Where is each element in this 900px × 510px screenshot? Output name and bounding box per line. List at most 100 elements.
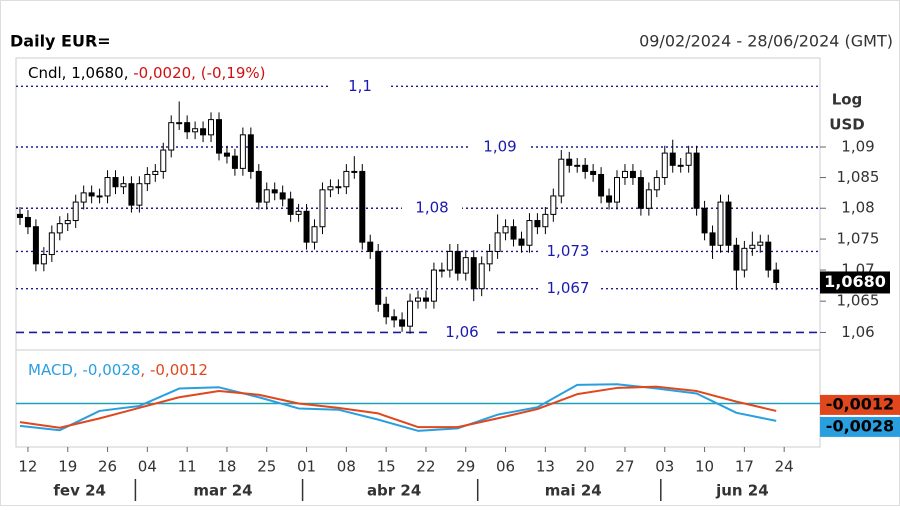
candle-body <box>343 170 350 188</box>
level-label: 1,073 <box>547 242 590 260</box>
x-tick-label: 11 <box>178 458 197 476</box>
candle-body <box>661 152 668 179</box>
candle-body <box>637 177 644 209</box>
candle-body <box>231 155 238 169</box>
candle-body <box>773 269 780 283</box>
value-box <box>820 394 900 415</box>
candle-body <box>717 201 724 246</box>
candle-body <box>255 170 262 203</box>
candle-body <box>518 238 525 246</box>
candle-body <box>287 198 294 215</box>
candle-body <box>566 158 573 166</box>
candle-body <box>247 134 254 172</box>
candle-body <box>733 244 740 271</box>
candle-body <box>454 250 461 274</box>
level-label: 1,08 <box>415 199 448 217</box>
level-label: 1,1 <box>348 77 372 95</box>
candle-body <box>40 254 47 265</box>
signal-value: -0,0012 <box>150 361 208 379</box>
y-tick-label: 1,065 <box>837 292 880 310</box>
candle-body <box>184 122 191 133</box>
candle-body <box>367 241 374 252</box>
month-label: abr 24 <box>367 482 421 500</box>
month-label: fev 24 <box>53 482 106 500</box>
candle-body <box>621 170 628 179</box>
candle-body <box>24 216 31 228</box>
level-label-bg <box>538 242 598 261</box>
candle-body <box>327 186 334 191</box>
candle-body <box>438 269 445 272</box>
candle-body <box>128 183 135 206</box>
x-tick-label: 08 <box>337 458 356 476</box>
candle-body <box>200 128 207 136</box>
candle-body <box>144 173 151 185</box>
candle-body <box>391 316 398 321</box>
candle-body <box>359 170 366 243</box>
last-price-box <box>820 271 890 294</box>
candle-body <box>462 257 469 274</box>
month-label: mar 24 <box>193 482 252 500</box>
candle-body <box>64 220 71 225</box>
candle-body <box>486 250 493 265</box>
level-label-bg <box>330 77 390 96</box>
candle-body <box>32 226 39 265</box>
legend-change: -0,0020 <box>133 64 191 82</box>
macd-line <box>19 385 777 429</box>
legend-name: Cndl <box>28 64 62 82</box>
candle-body <box>303 210 310 243</box>
candle-body <box>279 192 286 200</box>
x-tick-label: 29 <box>456 458 475 476</box>
candle-body <box>502 226 509 234</box>
candle-body <box>741 247 748 271</box>
macd-value: -0,0028 <box>83 361 141 379</box>
y-tick-label: 1,085 <box>837 168 880 186</box>
month-label: jun 24 <box>715 482 769 500</box>
level-label-bg <box>432 323 492 342</box>
candle-body <box>629 170 636 179</box>
candle-body <box>590 170 597 175</box>
candle-body <box>223 152 230 157</box>
candle-body <box>534 220 541 228</box>
candle-body <box>56 223 63 234</box>
candle-body <box>757 241 764 246</box>
candle-body <box>645 189 652 209</box>
candle-body <box>399 319 406 327</box>
candle-body <box>239 134 246 169</box>
x-tick-label: 20 <box>576 458 595 476</box>
candle-body <box>430 269 437 302</box>
y-tick-label: 1,075 <box>837 230 880 248</box>
candle-body <box>606 195 613 203</box>
x-tick-label: 19 <box>58 458 77 476</box>
last-price-label: 1,0680 <box>824 272 886 291</box>
level-label-bg <box>402 199 462 218</box>
candle-body <box>160 149 167 172</box>
candle-body <box>311 226 318 243</box>
candle-body <box>693 152 700 209</box>
candle-body <box>319 189 326 228</box>
candle-body <box>208 119 215 136</box>
y-tick-label: 1,06 <box>841 323 874 341</box>
candle-body <box>96 195 103 198</box>
y-tick-label: 1,09 <box>841 138 874 156</box>
candle-body <box>351 170 358 173</box>
x-tick-label: 26 <box>98 458 117 476</box>
x-tick-label: 22 <box>416 458 435 476</box>
candle-body <box>685 152 692 166</box>
candle-body <box>709 232 716 246</box>
candle-body <box>192 128 199 133</box>
level-label: 1,06 <box>445 323 478 341</box>
x-tick-label: 01 <box>297 458 316 476</box>
level-label-bg <box>470 138 530 157</box>
candle-body <box>749 244 756 249</box>
candle-body <box>295 210 302 215</box>
candle-body <box>415 297 421 302</box>
candle-body <box>653 177 660 191</box>
candle-body <box>669 152 676 166</box>
candle-body <box>526 220 533 246</box>
candle-body <box>422 297 429 302</box>
candle-body <box>446 250 453 271</box>
candle-body <box>375 250 382 305</box>
candle-body <box>407 300 414 327</box>
candle-body <box>614 177 621 203</box>
